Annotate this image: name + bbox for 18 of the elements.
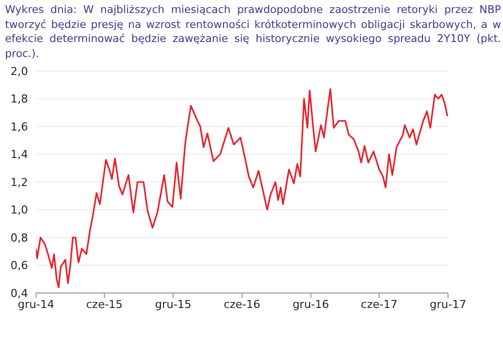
y-tick-label: 1,2 [10, 176, 28, 189]
y-tick-label: 0,8 [10, 231, 28, 244]
y-tick-label: 1,8 [10, 92, 28, 106]
x-tick-label: gru-14 [18, 298, 54, 311]
y-tick-label: 2,0 [10, 64, 28, 78]
x-tick-label: gru-15 [154, 298, 192, 311]
x-tick-label: cze-15 [86, 298, 123, 311]
chart-title: Wykres dnia: W najbliższych miesiącach prawdopodobne zaostrzenie retoryki przez NBP tworzyć będzie presję na wzrost rentowności krótkoterminowych obligacji skarbowych, a w efekcie determinować będzie zawężanie się historycznie wysokiego spreadu 2Y10Y (pkt. proc.). [5, 3, 501, 61]
line-series [36, 88, 448, 288]
x-tick-label: cze-16 [224, 298, 260, 311]
x-tick-label: gru-16 [292, 298, 330, 311]
x-tick-label: gru-17 [430, 298, 466, 311]
x-tick-label: cze-17 [360, 298, 398, 311]
y-tick-label: 0,6 [10, 259, 28, 272]
y-tick-label: 0,4 [10, 286, 28, 300]
y-tick-label: 1,0 [10, 204, 28, 217]
y-tick-label: 1,4 [10, 148, 28, 162]
y-tick-label: 1,6 [10, 120, 28, 134]
